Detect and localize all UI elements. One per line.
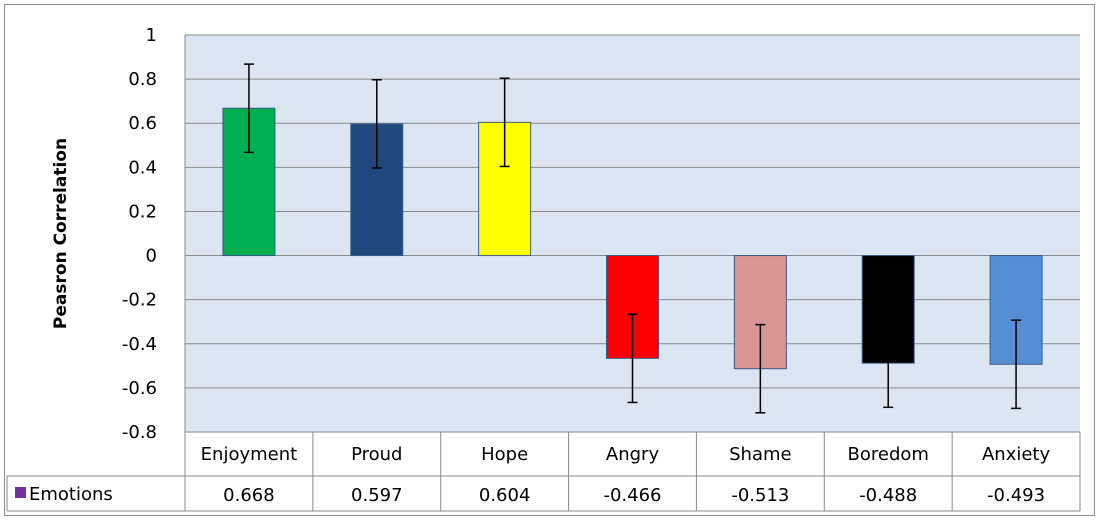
y-tick-label: -0.6: [122, 378, 157, 399]
y-tick-label: -0.2: [122, 290, 157, 311]
data-label: -0.513: [731, 485, 789, 506]
data-label: 0.597: [351, 485, 403, 506]
x-tick-label: Anxiety: [982, 444, 1051, 465]
y-tick-label: 0.2: [128, 201, 157, 222]
x-tick-label: Angry: [606, 444, 660, 465]
error-bars: [243, 63, 1022, 414]
y-tick-label: 0.8: [128, 69, 157, 90]
legend-swatch: [15, 487, 26, 498]
y-tick-label: -0.8: [122, 422, 157, 443]
bars: [222, 107, 1043, 370]
data-label: 0.668: [223, 485, 275, 506]
legend-label: Emotions: [29, 484, 113, 505]
data-label: -0.488: [859, 485, 917, 506]
y-tick-label: 0.4: [128, 157, 157, 178]
x-tick-label: Shame: [729, 444, 791, 465]
y-tick-label: 0: [146, 246, 157, 267]
data-label: 0.604: [479, 485, 531, 506]
data-label: -0.466: [603, 485, 661, 506]
data-label: -0.493: [987, 485, 1045, 506]
data-table: Enjoyment 0.668 Proud 0.597 Hope 0.604 Angry -0…: [6, 431, 1081, 512]
x-tick-label: Enjoyment: [201, 444, 298, 465]
x-tick-label: Boredom: [848, 444, 929, 465]
y-tick-label: 1: [146, 25, 157, 46]
y-axis-ticks: 1 0.8 0.6 0.4 0.2 0 -0.2 -0.4 -0.6 -0.8: [122, 25, 157, 443]
y-tick-label: -0.4: [122, 334, 157, 355]
y-axis-label: Peasron Correlation: [51, 138, 71, 329]
y-tick-label: 0.6: [128, 113, 157, 134]
x-tick-label: Proud: [351, 444, 402, 465]
x-tick-label: Hope: [481, 444, 528, 465]
